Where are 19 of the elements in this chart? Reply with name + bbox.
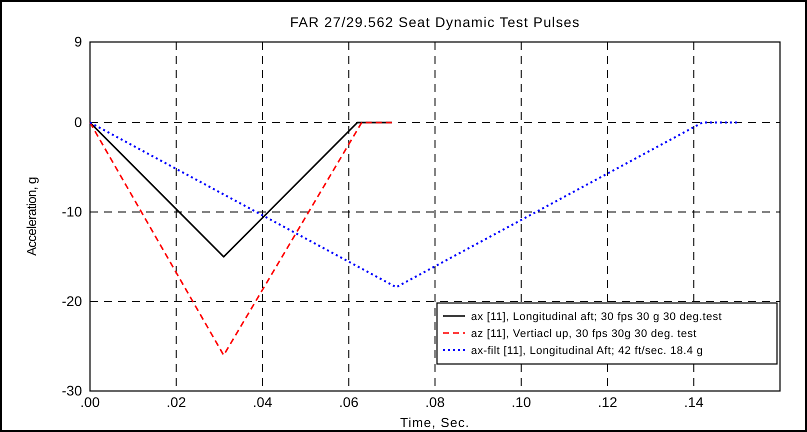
x-axis-title: Time, Sec. bbox=[400, 415, 470, 430]
x-tick-label: .10 bbox=[512, 394, 532, 410]
y-tick-label: 9 bbox=[74, 33, 82, 50]
legend-label: ax [11], Longitudinal aft; 30 fps 30 g 30 deg.test bbox=[471, 311, 722, 323]
y-tick-label: -10 bbox=[62, 204, 82, 220]
legend-label: ax-filt [11], Longitudinal Aft; 42 ft/sec. 18.4 g bbox=[471, 345, 704, 357]
x-tick-label: .00 bbox=[80, 394, 100, 410]
x-tick-label: .02 bbox=[166, 394, 186, 410]
x-tick-label: .12 bbox=[598, 394, 618, 410]
y-tick-label: -20 bbox=[62, 292, 82, 309]
x-tick-label: .06 bbox=[339, 394, 359, 410]
legend-label: az [11], Vertiacl up, 30 fps 30g 30 deg. test bbox=[471, 328, 697, 340]
y-tick-label: -30 bbox=[62, 382, 82, 398]
chart-title: FAR 27/29.562 Seat Dynamic Test Pulses bbox=[290, 14, 580, 30]
x-tick-label: .04 bbox=[252, 394, 272, 410]
y-tick-label: 0 bbox=[74, 114, 82, 130]
x-tick-label: .14 bbox=[684, 394, 704, 410]
x-tick-label: .08 bbox=[425, 394, 445, 410]
y-axis-title: Acceleration, g bbox=[24, 176, 39, 256]
